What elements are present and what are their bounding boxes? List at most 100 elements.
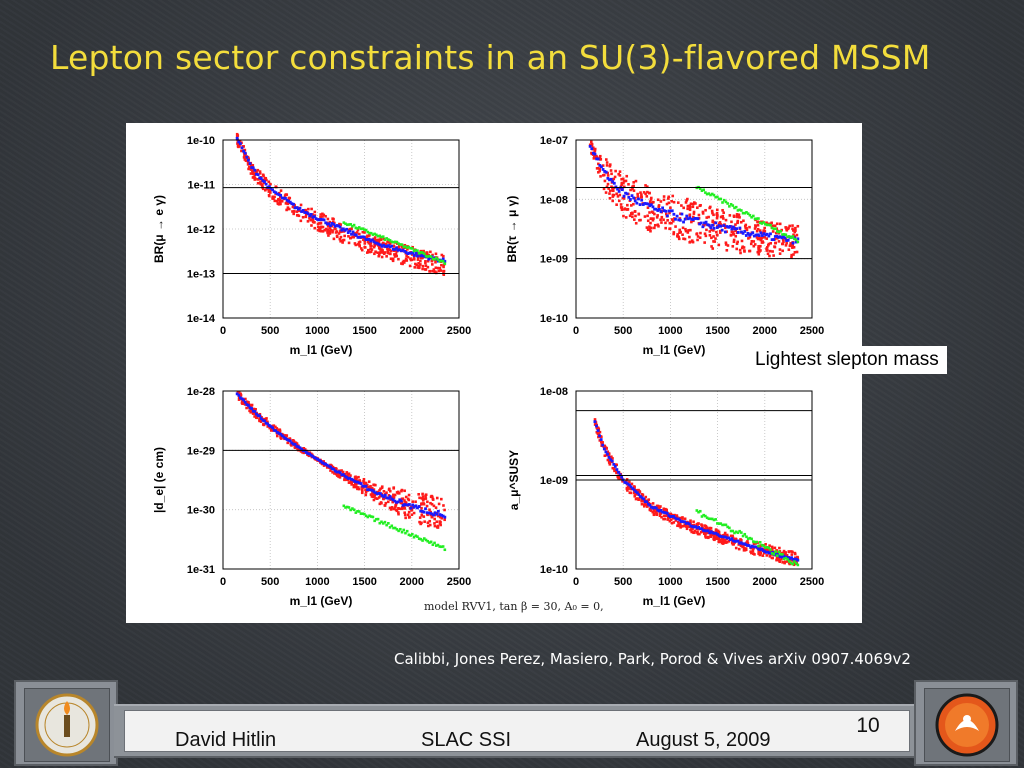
red-point [319,226,322,230]
chart-panel-4: 0 500 1000 1500 2000 25001e-101e-091e-08m_l1 … [507,386,824,608]
red-point [761,554,765,557]
blue-point [440,513,444,517]
green-point [734,205,738,209]
red-point [643,503,646,507]
green-point [712,193,716,197]
green-point [753,217,757,221]
green-point [426,255,430,258]
red-point [791,244,794,247]
red-point [631,187,634,191]
red-point [424,493,428,497]
blue-point [680,520,683,523]
blue-point [603,170,607,173]
red-point [369,247,372,250]
red-point [670,199,673,203]
red-point [253,415,256,418]
blue-point [379,243,382,247]
green-point [364,228,368,232]
blue-point [661,510,664,514]
y-tick-label: 1e-08 [540,386,568,398]
red-point [598,157,602,160]
red-point [792,233,795,237]
red-point [700,523,703,526]
blue-point [313,456,316,459]
green-point [376,234,380,238]
blue-point [342,473,345,476]
green-point [736,531,740,535]
red-point [297,209,301,213]
green-point [748,536,752,540]
red-point [784,226,787,229]
red-point [440,253,444,257]
blue-point [263,180,266,184]
x-tick-label: 2500 [447,576,471,588]
red-point [689,240,692,244]
red-point [649,217,653,220]
red-point [374,497,377,500]
red-point [235,135,239,138]
blue-point [727,536,731,540]
red-point [745,226,748,230]
green-point [772,552,776,556]
red-point [603,454,607,458]
green-point [743,211,747,215]
red-point [695,531,699,534]
green-point [387,522,390,525]
blue-point [611,180,615,184]
blue-point [393,499,397,503]
red-point [787,550,791,553]
y-tick-label: 1e-11 [187,180,215,192]
red-point [303,448,307,451]
blue-point [345,227,349,231]
blue-point [375,492,379,496]
blue-point [633,199,637,203]
red-point [792,563,796,567]
plot-frame [222,139,460,319]
red-point [732,238,736,242]
red-point [265,178,268,182]
red-point [714,528,718,532]
blue-point [277,193,281,197]
red-point [383,504,387,507]
red-point [354,478,358,481]
blue-point [428,511,432,515]
red-point [633,494,637,498]
red-point [400,506,404,509]
red-point [735,242,739,245]
red-point [682,206,685,210]
red-point [619,203,623,206]
red-point [419,522,423,525]
red-point [681,226,685,230]
blue-point [756,233,759,237]
red-point [319,215,322,219]
red-point [644,495,648,499]
blue-point [720,535,724,539]
red-point [686,197,689,201]
red-point [626,207,630,211]
footer-date: August 5, 2009 [636,729,771,751]
red-point [719,223,723,226]
green-point [731,529,735,533]
red-point [773,546,777,550]
red-point [278,429,282,433]
red-point [689,528,692,532]
blue-point [691,218,695,222]
blue-point [697,525,701,529]
red-point [723,533,726,537]
red-point [258,417,262,421]
red-point [597,170,600,174]
x-tick-label: 500 [614,325,632,337]
red-point [660,215,664,219]
red-point [765,237,769,240]
red-point [368,250,371,254]
red-point [363,242,367,245]
x-tick-label: 1000 [305,576,329,588]
green-point [380,520,383,524]
red-point [245,400,249,404]
red-point [601,164,605,167]
red-point [438,520,442,523]
red-point [320,225,323,229]
red-point [292,440,296,444]
red-point [331,229,334,232]
blue-point [390,244,394,248]
